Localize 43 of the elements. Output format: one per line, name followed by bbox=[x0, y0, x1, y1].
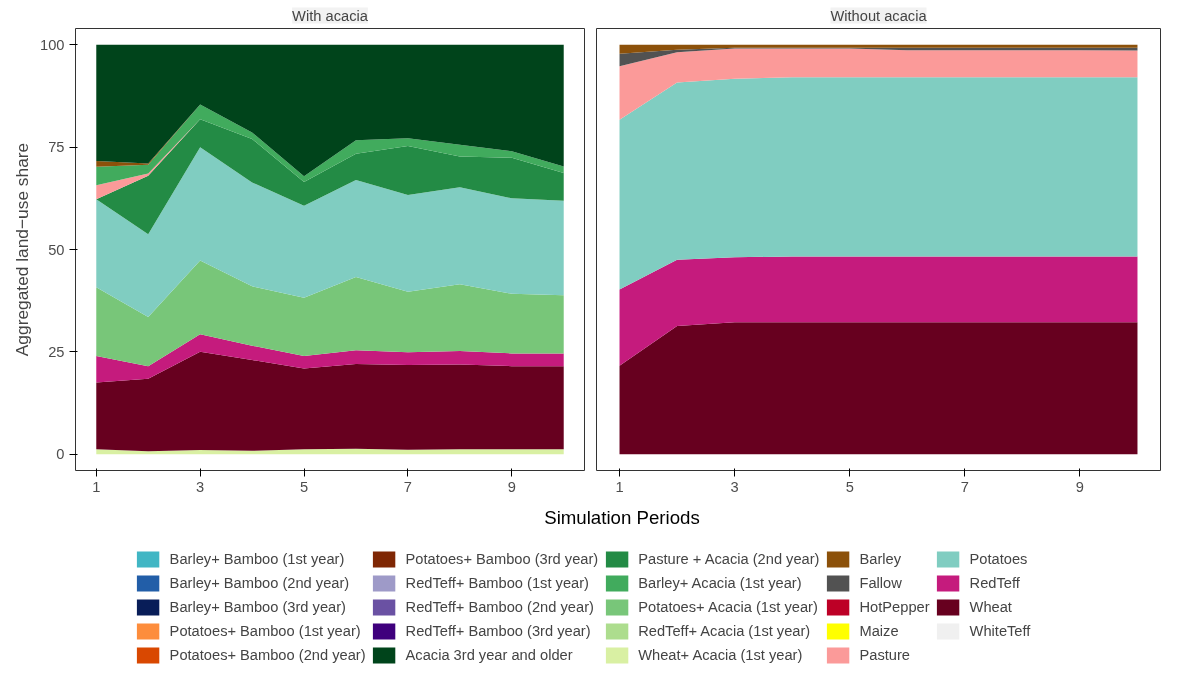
legend-label: Wheat+ Acacia (1st year) bbox=[638, 647, 803, 663]
y-tick-label: 100 bbox=[40, 36, 65, 53]
legend-label: Barley+ Bamboo (3rd year) bbox=[169, 599, 346, 615]
legend-label: Potatoes+ Bamboo (1st year) bbox=[169, 623, 361, 639]
legend-label: Wheat bbox=[969, 599, 1012, 615]
x-tick-label: 3 bbox=[196, 478, 205, 495]
legend-label: HotPepper bbox=[859, 599, 930, 615]
legend-label: Barley+ Bamboo (1st year) bbox=[169, 551, 345, 567]
x-tick-label: 5 bbox=[845, 478, 854, 495]
legend-label: Potatoes+ Bamboo (3rd year) bbox=[405, 551, 599, 567]
chart-title: With acacia bbox=[292, 7, 369, 24]
chart-title: Without acacia bbox=[830, 7, 928, 24]
legend-label: Pasture bbox=[859, 647, 911, 663]
legend-label: Fallow bbox=[859, 575, 902, 591]
legend-label: Potatoes+ Bamboo (2nd year) bbox=[169, 647, 366, 663]
x-tick-label: 7 bbox=[960, 478, 969, 495]
legend-label: Maize bbox=[859, 623, 899, 639]
legend-label: RedTeff+ Acacia (1st year) bbox=[638, 623, 811, 639]
legend-label: Barley+ Acacia (1st year) bbox=[638, 575, 802, 591]
y-tick-label: 25 bbox=[48, 343, 65, 360]
x-tick-label: 1 bbox=[92, 478, 101, 495]
y-tick-label: 75 bbox=[48, 139, 65, 156]
x-tick-label: 1 bbox=[615, 478, 624, 495]
legend-label: RedTeff+ Bamboo (3rd year) bbox=[405, 623, 591, 639]
legend-label: Potatoes+ Acacia (1st year) bbox=[638, 599, 818, 615]
legend-label: Barley bbox=[859, 551, 902, 567]
x-tick-label: 7 bbox=[403, 478, 412, 495]
legend-label: Pasture + Acacia (2nd year) bbox=[638, 551, 820, 567]
x-tick-label: 9 bbox=[1075, 478, 1085, 495]
x-tick-label: 5 bbox=[299, 478, 309, 495]
y-axis-title: Aggregated land−use share bbox=[12, 142, 33, 357]
legend-label: Acacia 3rd year and older bbox=[405, 647, 573, 663]
legend-label: Barley+ Bamboo (2nd year) bbox=[169, 575, 350, 591]
y-tick-label: 50 bbox=[48, 241, 65, 258]
y-tick-label: 0 bbox=[56, 446, 65, 463]
legend-label: Potatoes bbox=[969, 551, 1028, 567]
legend-label: WhiteTeff bbox=[969, 623, 1031, 639]
x-tick-label: 3 bbox=[730, 478, 739, 495]
x-axis-title: Simulation Periods bbox=[544, 506, 700, 530]
legend-label: RedTeff bbox=[969, 575, 1020, 591]
legend-label: RedTeff+ Bamboo (2nd year) bbox=[405, 599, 594, 615]
x-tick-label: 9 bbox=[507, 478, 516, 495]
legend-label: RedTeff+ Bamboo (1st year) bbox=[405, 575, 589, 591]
